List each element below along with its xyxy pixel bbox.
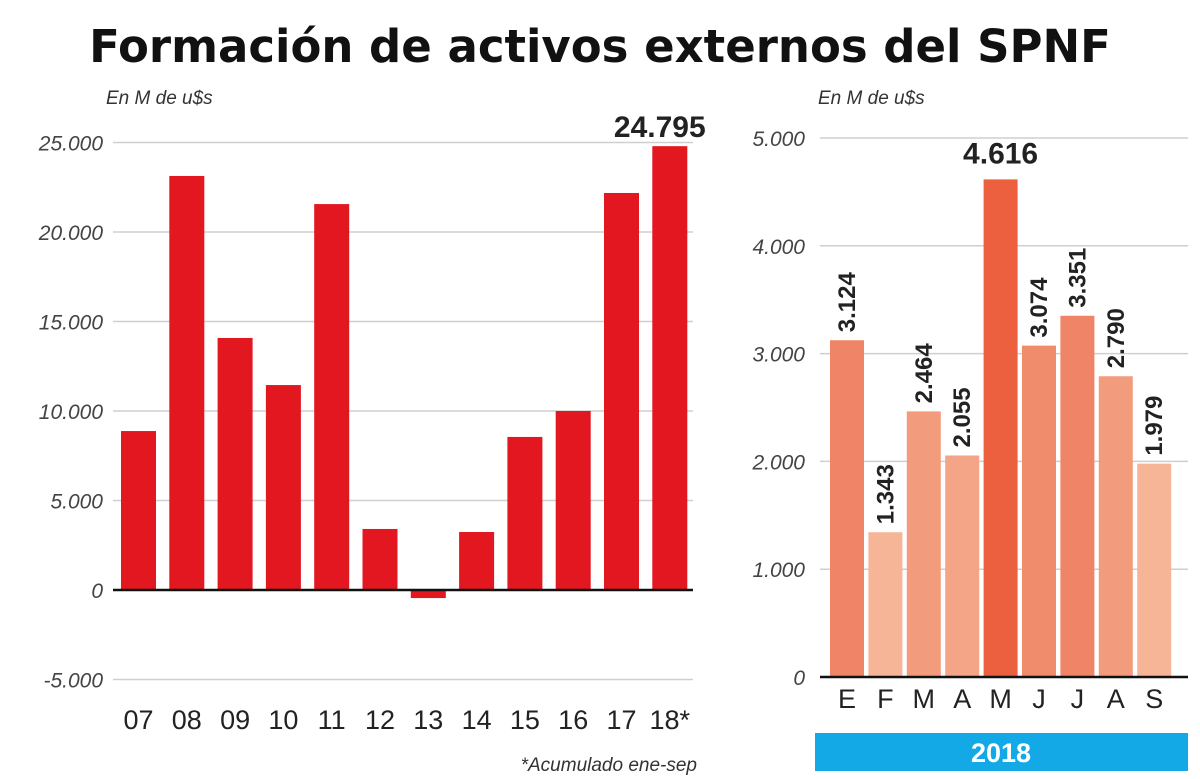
bar-J — [1060, 315, 1095, 677]
y-tick-label: 0 — [91, 580, 103, 603]
bar-08 — [169, 175, 205, 590]
bar-J — [1022, 345, 1056, 677]
x-tick-label: 12 — [365, 705, 395, 735]
x-tick-label: 16 — [558, 705, 588, 735]
y-tick-label: 2.000 — [751, 451, 805, 474]
bar-F — [868, 532, 903, 677]
bar-17 — [604, 192, 639, 590]
y-tick-label: -5.000 — [43, 670, 103, 693]
data-label: 3.074 — [1026, 277, 1053, 338]
left-unit-label: En M de u$s — [106, 88, 213, 109]
bar-09 — [217, 337, 253, 590]
year-label: 2018 — [971, 738, 1031, 768]
bar-M — [983, 179, 1018, 677]
x-tick-label: 10 — [268, 705, 298, 735]
y-tick-label: 25.000 — [38, 133, 104, 156]
x-tick-label: 18* — [650, 705, 691, 735]
x-tick-label: S — [1145, 684, 1163, 714]
x-tick-label: E — [838, 684, 856, 714]
bar-A — [1098, 376, 1133, 677]
data-label: 2.055 — [949, 387, 976, 447]
x-tick-label: 09 — [220, 705, 250, 735]
data-label: 2.464 — [911, 343, 938, 404]
data-label: 1.343 — [872, 464, 899, 524]
bar-12 — [362, 528, 398, 590]
left-chart: En M de u$s *Acumulado ene-sep -5.000 0 5.… — [38, 88, 706, 776]
bar-A — [945, 455, 980, 677]
x-tick-label: F — [877, 684, 894, 714]
x-tick-label: A — [1107, 684, 1125, 714]
right-unit-label: En M de u$s — [818, 88, 925, 109]
y-tick-label: 4.000 — [752, 236, 805, 259]
bar-11 — [314, 204, 350, 591]
bar-14 — [459, 532, 495, 590]
y-tick-label: 0 — [793, 667, 805, 690]
data-label: 2.790 — [1103, 308, 1130, 368]
x-tick-label: 13 — [413, 705, 443, 735]
x-tick-label: M — [913, 684, 936, 714]
bar-S — [1137, 463, 1172, 677]
x-tick-label: M — [989, 684, 1012, 714]
x-tick-label: 15 — [510, 705, 540, 735]
x-tick-label: 14 — [462, 705, 492, 735]
data-label: 4.616 — [963, 137, 1038, 170]
x-tick-label: J — [1071, 684, 1085, 714]
chart-title: Formación de activos externos del SPNF — [89, 20, 1111, 73]
x-tick-label: 07 — [123, 705, 153, 735]
x-tick-label: 08 — [172, 705, 202, 735]
y-tick-label: 10.000 — [39, 401, 104, 424]
bar-15 — [507, 436, 543, 590]
bar-13 — [410, 590, 446, 599]
y-tick-label: 20.000 — [38, 222, 104, 245]
x-tick-label: 11 — [318, 705, 346, 735]
footnote: *Acumulado ene-sep — [521, 755, 697, 776]
bar-18* — [652, 146, 688, 590]
bar-16 — [555, 411, 591, 590]
right-chart: En M de u$s 2018 0 1.000 2.000 3.000 4.000 5.… — [751, 88, 1188, 771]
data-label: 24.795 — [614, 111, 706, 144]
y-tick-label: 15.000 — [39, 312, 104, 335]
data-label: 1.979 — [1141, 396, 1168, 456]
bar-07 — [121, 431, 156, 590]
y-tick-label: 5.000 — [752, 128, 805, 151]
x-tick-label: A — [953, 684, 971, 714]
y-tick-label: 5.000 — [50, 491, 103, 514]
data-label: 3.351 — [1064, 248, 1091, 308]
year-band — [815, 733, 1188, 771]
data-label: 3.124 — [834, 272, 861, 333]
y-tick-label: 1.000 — [752, 559, 805, 582]
x-tick-label: 17 — [606, 705, 636, 735]
bar-M — [906, 411, 941, 677]
x-tick-label: J — [1032, 684, 1046, 714]
bar-10 — [265, 385, 301, 590]
bar-E — [830, 340, 864, 677]
y-tick-label: 3.000 — [752, 344, 805, 367]
